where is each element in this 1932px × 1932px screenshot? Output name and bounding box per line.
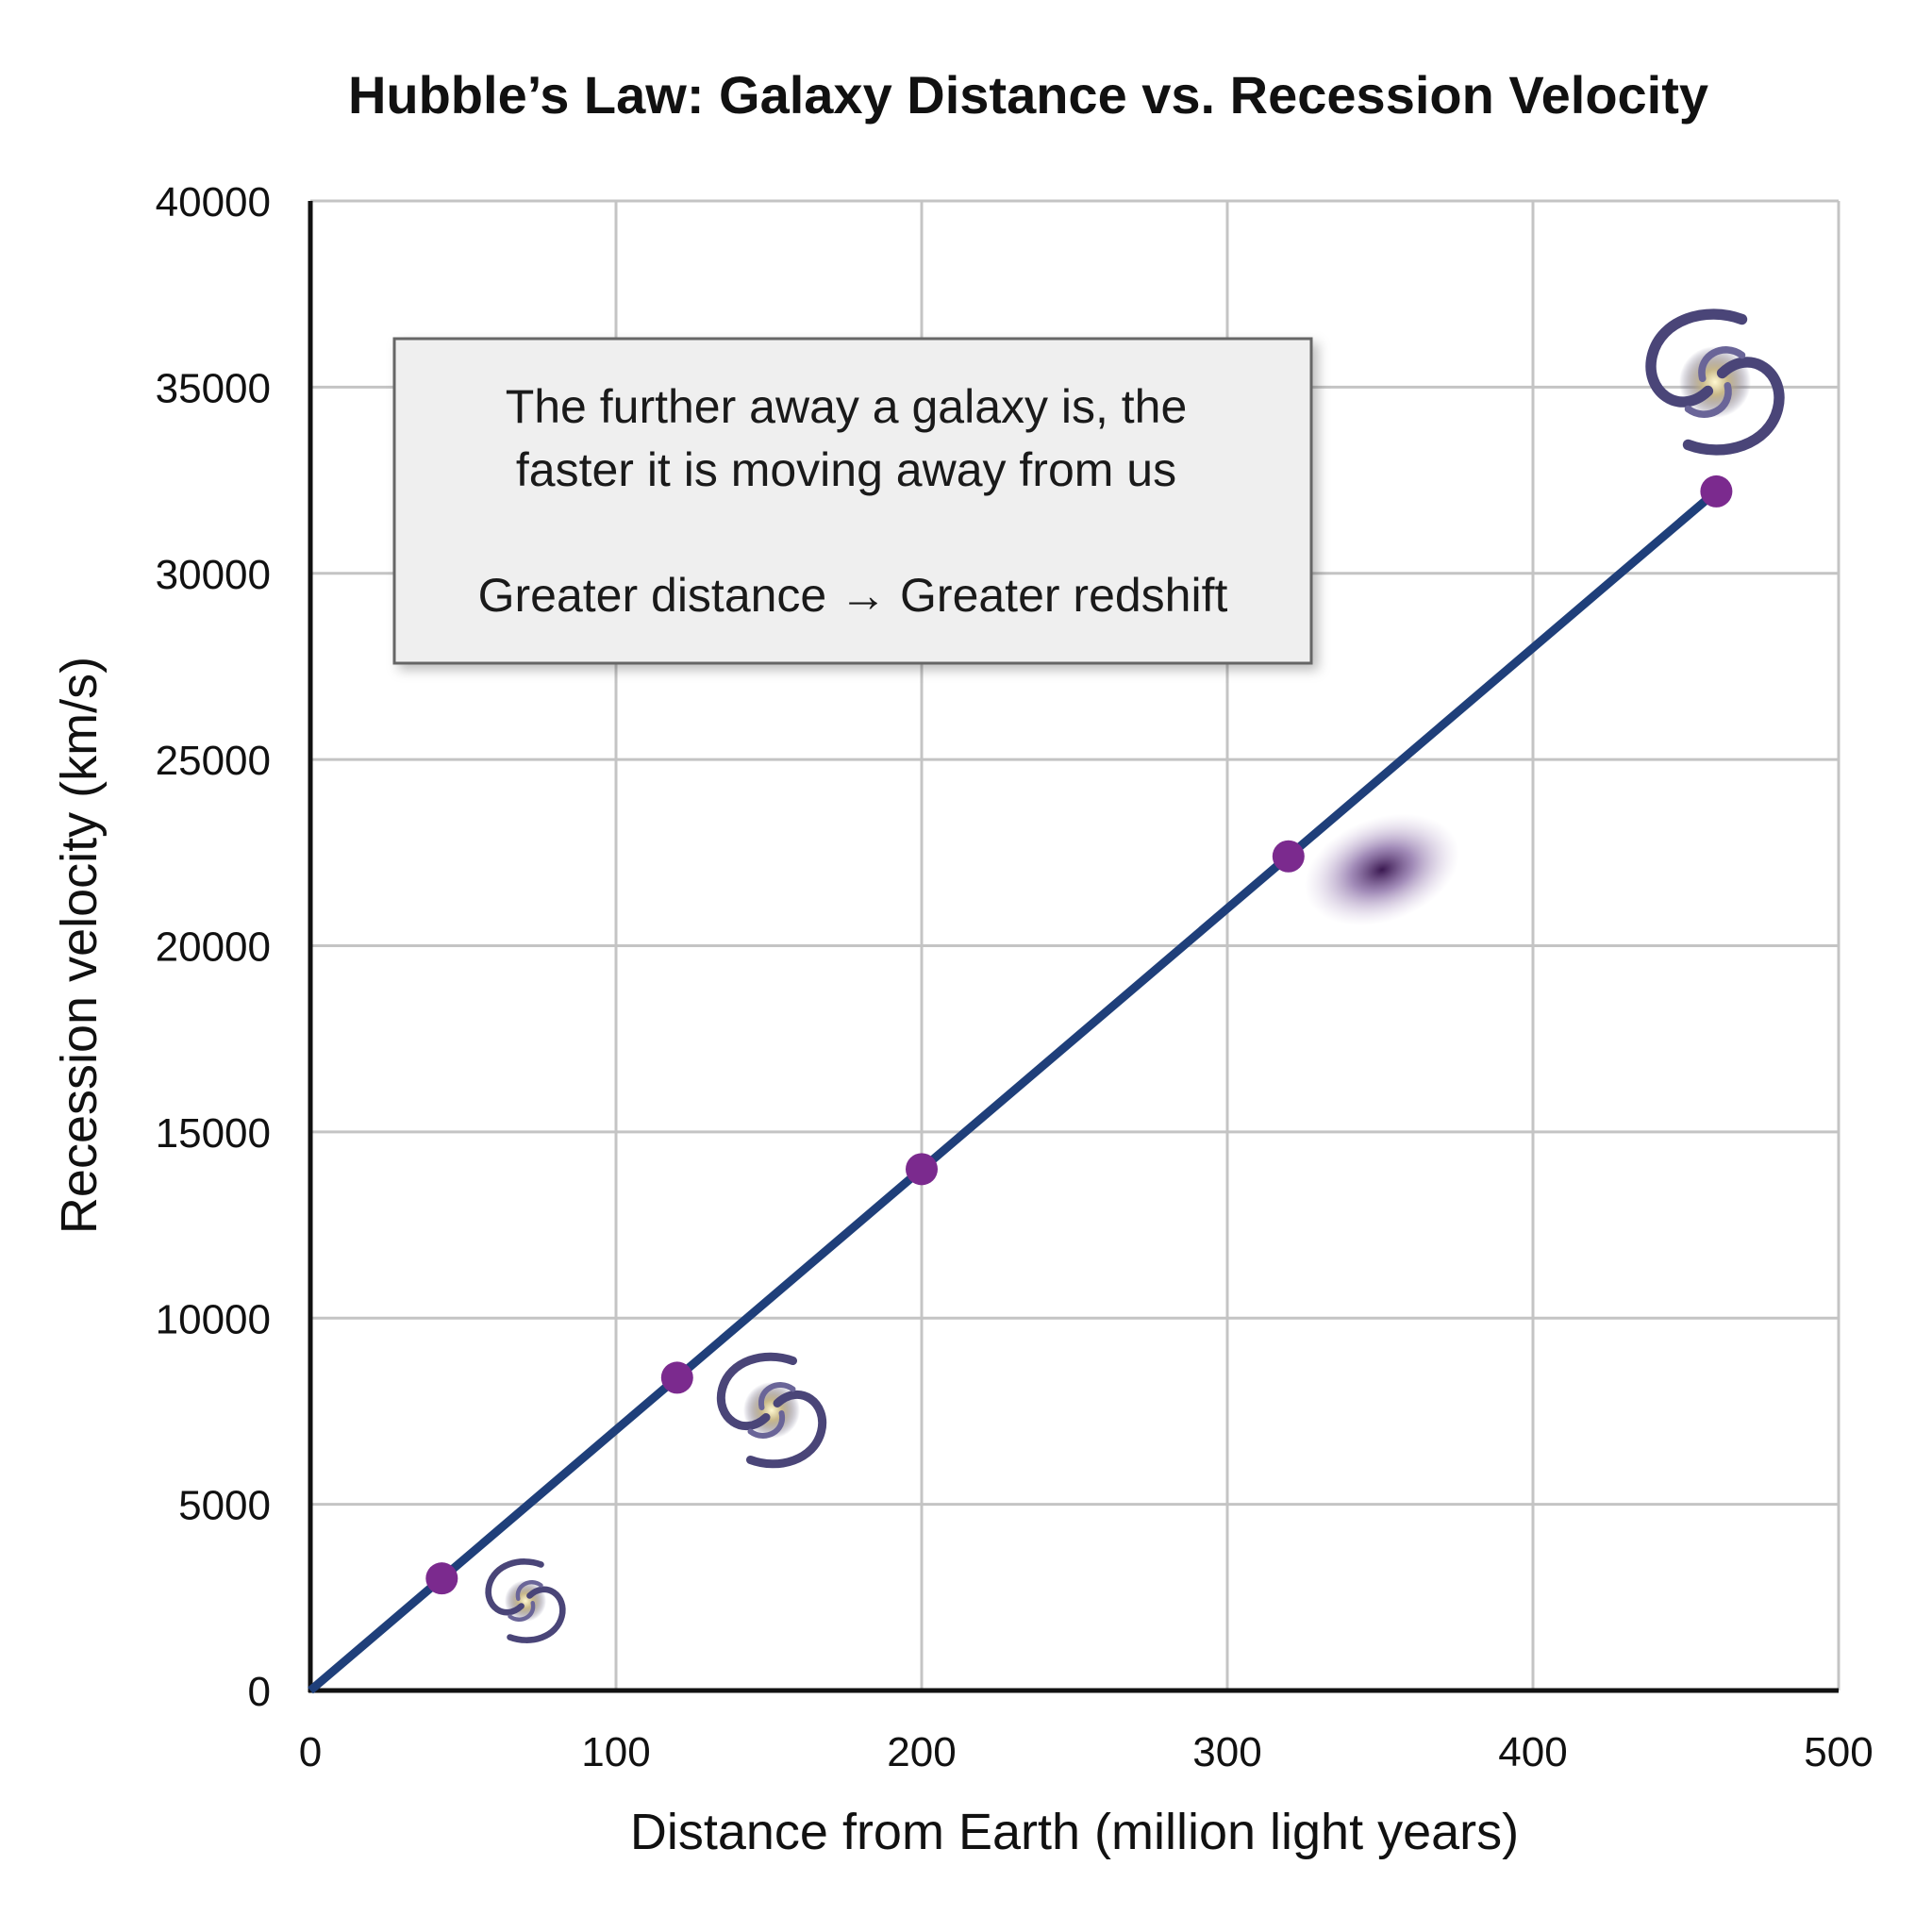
x-axis-label: Distance from Earth (million light years… [630,1804,1519,1860]
galaxy-arm [507,1586,566,1643]
annotation-line-2: faster it is moving away from us [516,443,1176,496]
galaxy-decorations [485,308,1785,1643]
x-tick-label: 100 [581,1729,650,1775]
galaxy-arm [485,1558,544,1616]
annotation-line-1: The further away a galaxy is, the [506,380,1188,433]
y-tick-label: 20000 [156,924,271,971]
annotation-line-3: Greater distance → Greater redshift [478,569,1228,622]
spiral-galaxy-icon [1645,308,1785,456]
y-tick-label: 30000 [156,552,271,598]
galaxy-arm [747,1410,785,1439]
galaxy-arm [1684,382,1732,418]
y-tick-label: 5000 [178,1483,271,1529]
elliptical-galaxy-icon [1304,813,1460,926]
galaxy-arm [746,1390,827,1469]
galaxy-arm [508,1601,536,1622]
galaxy-arm [1698,346,1746,382]
galaxy-arm [1645,308,1748,408]
y-tick-label: 25000 [156,738,271,784]
galaxy-arm [758,1382,796,1410]
y-tick-label: 40000 [156,179,271,225]
chart-title: Hubble’s Law: Galaxy Distance vs. Recess… [348,65,1708,125]
spiral-galaxy-icon [716,1352,827,1469]
x-tick-label: 400 [1498,1729,1567,1775]
data-point [425,1562,458,1595]
y-tick-label: 15000 [156,1110,271,1157]
data-point [1272,840,1305,873]
galaxy-arm [716,1352,797,1431]
data-point [906,1153,938,1186]
y-tick-label: 35000 [156,365,271,411]
x-tick-label: 0 [299,1729,322,1775]
tick-labels: 0 100 200 300 400 500050001000015000200002500… [156,179,1874,1775]
x-tick-label: 500 [1804,1729,1873,1775]
data-point [1700,475,1733,508]
galaxy-arm [515,1580,543,1601]
galaxy-glow [1304,813,1460,926]
y-tick-label: 10000 [156,1296,271,1342]
trend-line [308,488,1720,1694]
data-marks [308,475,1733,1694]
y-axis-label: Recession velocity (km/s) [51,657,108,1234]
galaxy-arm [1682,357,1785,456]
x-tick-label: 300 [1192,1729,1261,1775]
spiral-galaxy-icon [485,1558,566,1643]
annotation-box [392,337,1313,665]
y-tick-label: 0 [248,1669,271,1715]
data-point [660,1361,693,1394]
x-tick-label: 200 [887,1729,956,1775]
